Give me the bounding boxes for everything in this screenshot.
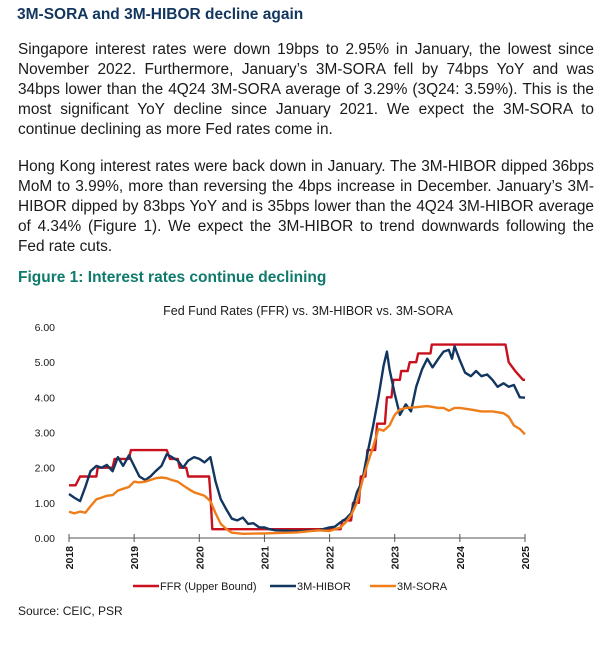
paragraph-hong-kong: Hong Kong interest rates were back down … <box>18 158 594 255</box>
series-line-3m-hibor <box>68 345 526 533</box>
chart-title: Fed Fund Rates (FFR) vs. 3M-HIBOR vs. 3M… <box>163 304 453 318</box>
legend-label: FFR (Upper Bound) <box>160 581 257 593</box>
x-tick-label: 2022 <box>325 546 337 570</box>
x-axis: 2018 2019 2020 2021 2022 2023 2024 2025 <box>64 534 532 569</box>
y-tick-label: 2.00 <box>35 463 56 475</box>
x-tick-label: 2020 <box>194 546 206 570</box>
y-tick-label: 1.00 <box>35 498 56 510</box>
x-tick-label: 2019 <box>129 546 141 570</box>
chart-legend: FFR (Upper Bound) 3M-HIBOR 3M-SORA <box>133 581 448 593</box>
interest-rate-chart: Fed Fund Rates (FFR) vs. 3M-HIBOR vs. 3M… <box>35 304 532 593</box>
y-tick-label: 4.00 <box>35 392 56 404</box>
y-tick-label: 5.00 <box>35 357 56 369</box>
legend-label: 3M-HIBOR <box>297 581 351 593</box>
source-note: Source: CEIC, PSR <box>18 604 123 618</box>
figure-title: Figure 1: Interest rates continue declin… <box>18 269 327 286</box>
y-tick-label: 6.00 <box>35 322 56 334</box>
x-tick-label: 2023 <box>390 546 402 570</box>
series-layer <box>68 343 526 535</box>
y-tick-label: 0.00 <box>35 533 56 545</box>
x-tick-label: 2021 <box>259 546 271 570</box>
section-heading: 3M-SORA and 3M-HIBOR decline again <box>17 6 304 23</box>
legend-label: 3M-SORA <box>397 581 448 593</box>
y-axis: 0.00 1.00 2.00 3.00 4.00 5.00 6.00 <box>35 322 56 545</box>
x-tick-label: 2024 <box>455 546 467 570</box>
series-line-3m-sora <box>68 404 526 535</box>
series-line-ffr-upper-bound <box>69 343 525 531</box>
y-tick-label: 3.00 <box>35 428 56 440</box>
x-tick-label: 2018 <box>64 546 76 570</box>
x-tick-label: 2025 <box>520 546 532 570</box>
paragraph-singapore: Singapore interest rates were down 19bps… <box>18 41 594 138</box>
